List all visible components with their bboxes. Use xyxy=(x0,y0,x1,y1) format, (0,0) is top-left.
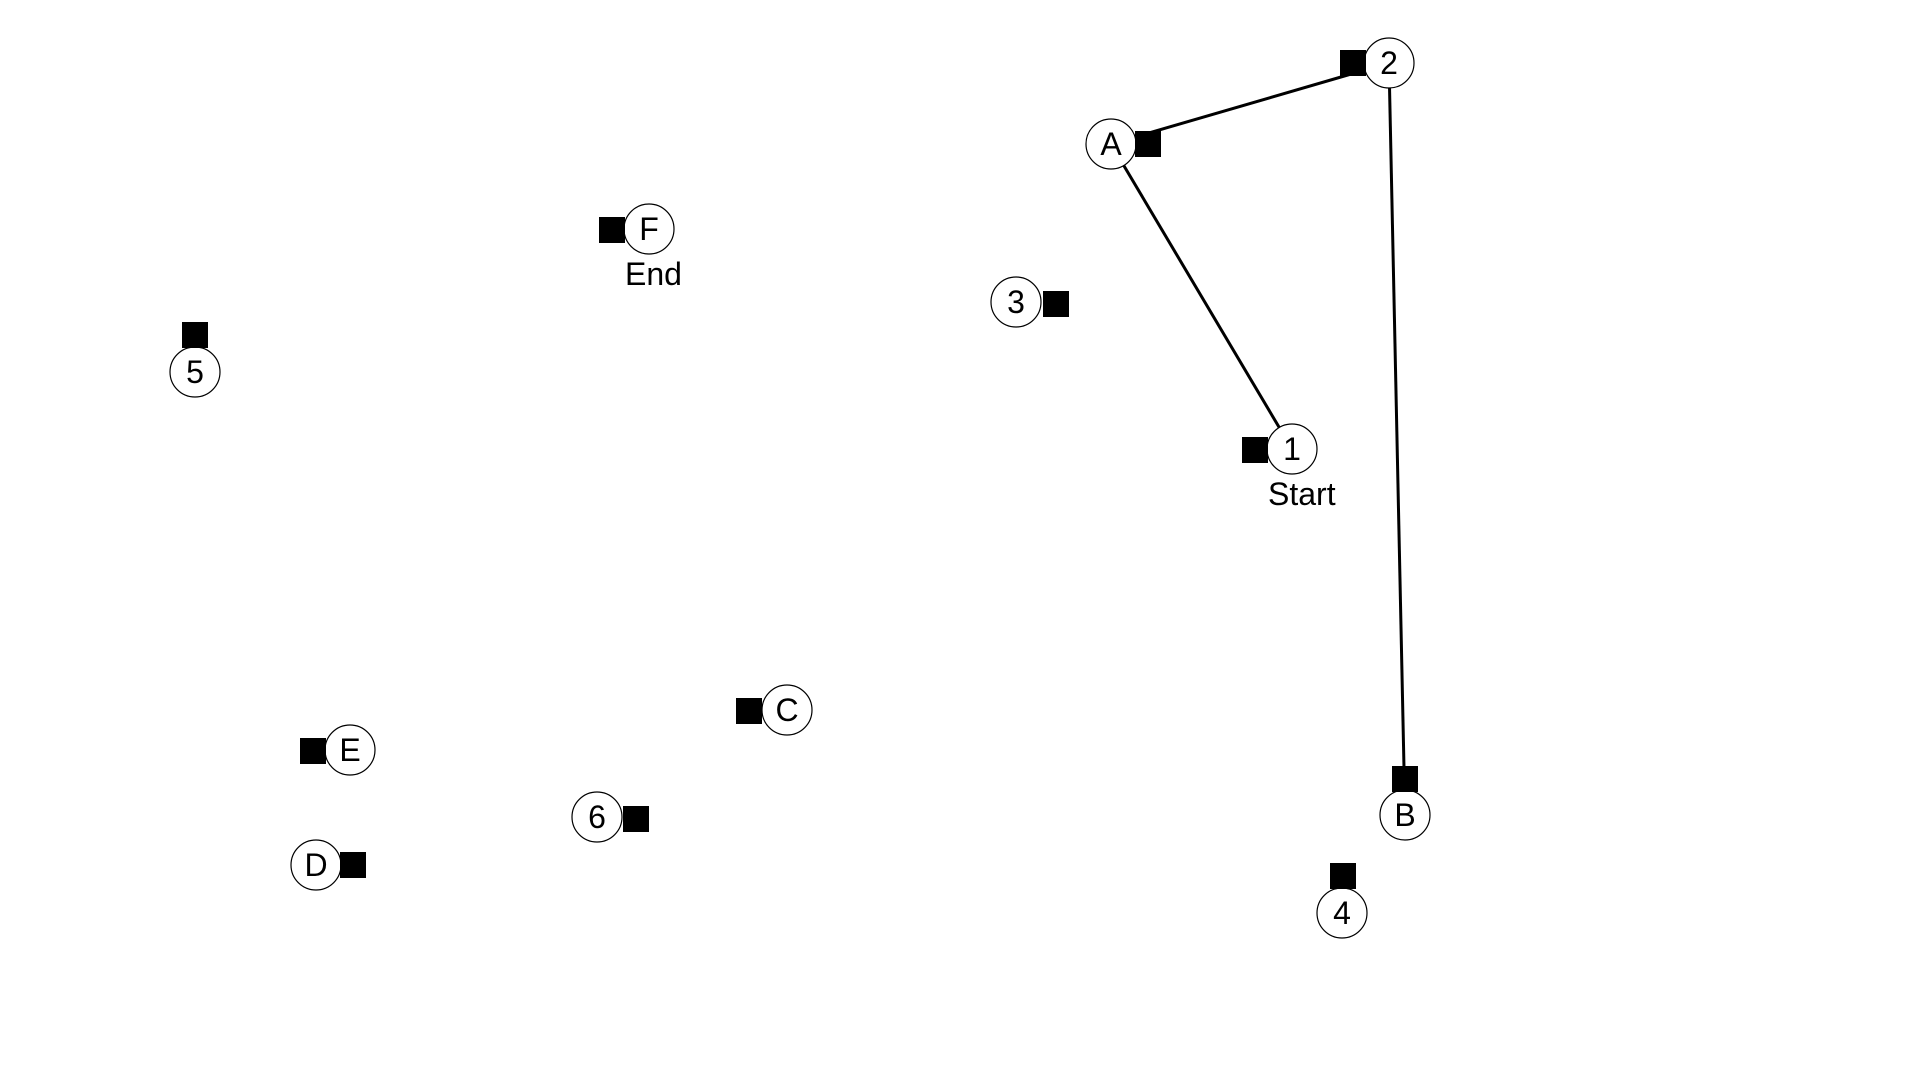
connector-handle-1[interactable] xyxy=(1242,437,1268,463)
node-label-4: 4 xyxy=(1333,895,1351,931)
node-circle-3[interactable] xyxy=(990,276,1042,328)
node-F[interactable]: F xyxy=(599,203,675,255)
connection-line-1-A xyxy=(1109,143,1294,450)
puzzle-nodes: 1 2 3 4 5 6 A B C D E F xyxy=(169,37,1431,939)
connector-handle-E[interactable] xyxy=(300,738,326,764)
node-label-1: 1 xyxy=(1283,431,1301,467)
node-C[interactable]: C xyxy=(736,684,813,736)
connector-handle-4[interactable] xyxy=(1330,863,1356,889)
node-A[interactable]: A xyxy=(1085,118,1161,170)
connector-handle-5[interactable] xyxy=(182,322,208,348)
start-end-markers: Start End xyxy=(625,256,1336,512)
connection-line-2-B xyxy=(1387,62,1407,816)
connector-handle-D[interactable] xyxy=(340,852,366,878)
node-3[interactable]: 3 xyxy=(990,276,1069,328)
connection-line-A-2 xyxy=(1110,61,1390,146)
node-5[interactable]: 5 xyxy=(169,322,221,398)
connector-handle-A[interactable] xyxy=(1135,131,1161,157)
connector-handle-B[interactable] xyxy=(1392,766,1418,792)
connector-handle-F[interactable] xyxy=(599,217,625,243)
connector-handle-C[interactable] xyxy=(736,698,762,724)
node-label-E: E xyxy=(339,732,360,768)
end-label: End xyxy=(625,256,682,292)
start-label: Start xyxy=(1268,476,1336,512)
node-label-F: F xyxy=(639,211,659,247)
node-4[interactable]: 4 xyxy=(1316,863,1368,939)
connector-handle-6[interactable] xyxy=(623,806,649,832)
node-label-C: C xyxy=(775,692,798,728)
node-1[interactable]: 1 xyxy=(1242,423,1318,475)
node-label-5: 5 xyxy=(186,354,204,390)
node-label-6: 6 xyxy=(588,799,606,835)
node-B[interactable]: B xyxy=(1379,766,1431,841)
connector-handle-2[interactable] xyxy=(1340,50,1366,76)
node-6[interactable]: 6 xyxy=(571,791,649,843)
node-label-2: 2 xyxy=(1380,45,1398,81)
node-D[interactable]: D xyxy=(290,839,366,891)
node-label-3: 3 xyxy=(1007,284,1025,320)
node-label-D: D xyxy=(304,847,327,883)
node-label-B: B xyxy=(1394,797,1415,833)
connection-lines xyxy=(1109,61,1407,816)
node-2[interactable]: 2 xyxy=(1340,37,1415,89)
node-E[interactable]: E xyxy=(300,724,376,776)
node-circle-6[interactable] xyxy=(571,791,623,843)
connector-handle-3[interactable] xyxy=(1043,291,1069,317)
node-label-A: A xyxy=(1100,126,1122,162)
